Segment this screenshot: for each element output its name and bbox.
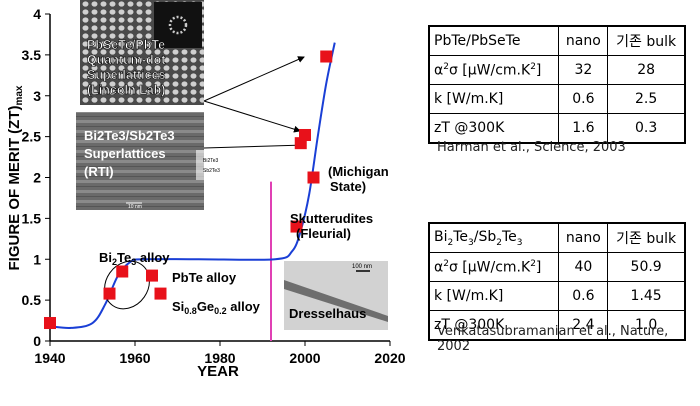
table1-citation: Harman et al., Science, 2003: [437, 140, 626, 155]
svg-text:10 nm: 10 nm: [128, 204, 142, 210]
data-point-marker: [103, 287, 116, 300]
y-tick-label: 0.5: [22, 292, 42, 308]
y-tick-label: 1: [33, 251, 41, 267]
bi2te3-alloy-label: Bi2Te3 alloy: [99, 250, 170, 267]
data-points: [44, 50, 333, 330]
table-cell: 28: [607, 55, 687, 85]
y-ticks: 0 0.5 1 1.5 2 2.5 3 3.5 4: [22, 6, 50, 349]
data-point-marker: [299, 128, 311, 141]
y-tick-label: 2.5: [22, 129, 42, 145]
data-point-marker: [320, 50, 333, 63]
table-cell: 2.5: [607, 84, 687, 114]
data-point-marker: [116, 265, 129, 278]
table-row: α2σ [μW/cm.K2] 32 28: [428, 55, 687, 85]
table-header-cell: 기존 bulk: [607, 25, 687, 56]
table-header-cell: nano: [558, 222, 609, 253]
trend-curve: [49, 42, 336, 330]
svg-text:PbSeTe/PbTe: PbSeTe/PbTe: [87, 38, 165, 52]
table-header-cell: 기존 bulk: [607, 222, 687, 253]
table-row: zT @300K 2.4 1.0: [428, 310, 687, 341]
skutterudites-label: Skutterudites: [290, 211, 373, 226]
data-point-marker: [154, 287, 167, 300]
inset-arrows: [203, 56, 306, 149]
y-tick-label: 3.5: [22, 47, 42, 63]
x-tick-label: 2020: [374, 350, 405, 366]
table-cell: 40: [558, 252, 609, 282]
michigan-state-label: (Michigan: [328, 164, 389, 179]
table-header-cell: nano: [558, 25, 609, 56]
x-axis-title: YEAR: [197, 363, 239, 380]
data-point-marker: [290, 220, 303, 233]
svg-text:Sb2Te3: Sb2Te3: [203, 168, 220, 174]
svg-text:Bi2Te3/Sb2Te3: Bi2Te3/Sb2Te3: [84, 128, 175, 143]
y-axis-title: FIGURE OF MERIT (ZT)max: [6, 85, 25, 270]
pbte-alloy-label: PbTe alloy: [172, 270, 237, 285]
svg-text:100 nm: 100 nm: [352, 264, 372, 270]
table-header-row: PbTe/PbSeTe nano 기존 bulk: [428, 25, 687, 56]
pbsete-quantum-dot-inset: PbSeTe/PbTe Quantum-dot Superlattices (L…: [80, 0, 204, 105]
bi2te3-comparison-table: Bi2Te3/Sb2Te3 nano 기존 bulk α2σ [μW/cm.K2…: [428, 222, 687, 341]
table-cell: 2.4: [558, 310, 609, 341]
table-header-cell: PbTe/PbSeTe: [428, 25, 560, 56]
table-cell: 50.9: [607, 252, 687, 282]
table-cell: α2σ [μW/cm.K2]: [428, 55, 560, 85]
y-tick-label: 2: [33, 170, 41, 186]
table-cell: zT @300K: [428, 113, 560, 144]
table-cell: 0.6: [558, 281, 609, 311]
table-cell: 1.0: [607, 310, 687, 341]
table-row: k [W/m.K] 0.6 2.5: [428, 84, 687, 114]
svg-text:Dresselhaus: Dresselhaus: [289, 306, 366, 321]
x-tick-label: 1980: [204, 350, 235, 366]
svg-text:Superlattices: Superlattices: [87, 68, 166, 82]
sige-alloy-label: Si0.8Ge0.2 alloy: [172, 299, 261, 316]
table-cell: k [W/m.K]: [428, 84, 560, 114]
bi2te3-superlattice-inset: Bi2Te3/Sb2Te3 Superlattices (RTI) Bi2Te3…: [76, 112, 232, 210]
x-tick-label: 1960: [119, 350, 150, 366]
y-tick-label: 0: [33, 333, 41, 349]
data-point-marker: [146, 269, 158, 282]
y-tick-label: 3: [33, 88, 41, 104]
dresselhaus-nanowire-inset: 100 nm Dresselhaus: [284, 261, 388, 330]
table-cell: 0.3: [607, 113, 687, 144]
table-header-row: Bi2Te3/Sb2Te3 nano 기존 bulk: [428, 222, 687, 253]
table-header-cell: Bi2Te3/Sb2Te3: [428, 222, 560, 253]
table-row: α2σ [μW/cm.K2] 40 50.9: [428, 252, 687, 282]
table-cell: α2σ [μW/cm.K2]: [428, 252, 560, 282]
bi2te3-highlight-ellipse: [104, 260, 150, 310]
table-cell: 1.6: [558, 113, 609, 144]
data-point-marker: [44, 317, 56, 330]
y-tick-label: 4: [33, 6, 41, 22]
table2-citation: Venkatasubramanian et al., Nature, 2002: [437, 324, 669, 354]
svg-text:Superlattices: Superlattices: [84, 146, 166, 161]
table-cell: 0.6: [558, 84, 609, 114]
table-cell: zT @300K: [428, 310, 560, 341]
pbte-comparison-table: PbTe/PbSeTe nano 기존 bulk α2σ [μW/cm.K2] …: [428, 25, 687, 144]
fleurial-label: (Fleurial): [296, 226, 351, 241]
svg-text:(RTI): (RTI): [84, 164, 114, 179]
table-cell: 1.45: [607, 281, 687, 311]
michigan-state-label-2: State): [330, 179, 366, 194]
x-tick-label: 2000: [289, 350, 320, 366]
svg-text:Bi2Te3: Bi2Te3: [203, 158, 219, 164]
table-cell: k [W/m.K]: [428, 281, 560, 311]
svg-text:(Lincoln Lab): (Lincoln Lab): [87, 83, 165, 97]
table-row: k [W/m.K] 0.6 1.45: [428, 281, 687, 311]
svg-text:Quantum-dot: Quantum-dot: [87, 53, 166, 67]
data-point-marker: [307, 171, 320, 184]
y-tick-label: 1.5: [22, 210, 42, 226]
x-ticks: 1940 1960 1980 2000 2020: [34, 341, 406, 366]
x-tick-label: 1940: [34, 350, 65, 366]
table-row: zT @300K 1.6 0.3: [428, 113, 687, 144]
table-cell: 32: [558, 55, 609, 85]
